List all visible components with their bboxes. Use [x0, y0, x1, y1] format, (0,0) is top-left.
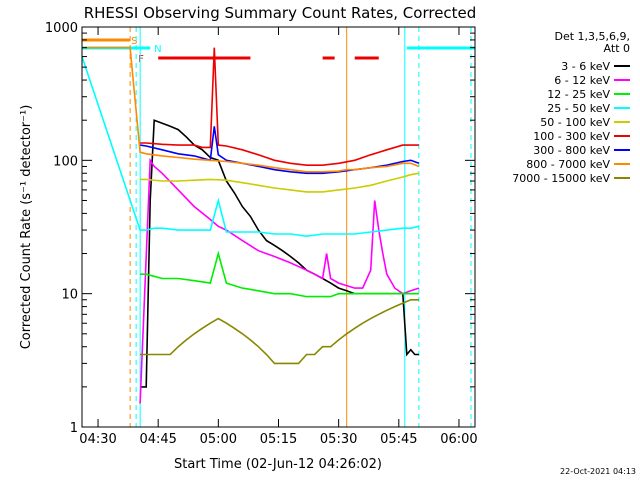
x-axis-label: Start Time (02-Jun-12 04:26:02)	[174, 457, 382, 472]
y-axis-label: Corrected Count Rate (s⁻¹ detector⁻¹)	[19, 105, 34, 350]
x-tick-label-1: 04:45	[139, 432, 176, 447]
y-tick-label-3: 1000	[45, 21, 78, 36]
legend-label-0: 3 - 6 keV	[561, 60, 610, 73]
x-tick-label-6: 06:00	[440, 432, 477, 447]
series-line-100-300-kev	[140, 47, 419, 166]
legend-header-1: Att 0	[604, 42, 630, 55]
series-group	[81, 46, 420, 404]
x-tick-label-2: 05:00	[200, 432, 237, 447]
legend-label-4: 50 - 100 keV	[540, 116, 610, 129]
y-tick-label-2: 100	[53, 154, 78, 169]
y-axis: 1 10 100 1000	[45, 21, 475, 436]
legend-header-0: Det 1,3,5,6,9,	[554, 30, 630, 43]
y-tick-label-1: 10	[61, 288, 78, 303]
y-tick-label-0: 1	[70, 421, 78, 436]
series-line-12-25-kev	[140, 250, 419, 298]
legend-label-5: 100 - 300 keV	[533, 130, 610, 143]
x-tick-label-0: 04:30	[79, 432, 116, 447]
x-tick-label-4: 05:30	[320, 432, 357, 447]
series-line-6-12-kev	[139, 157, 420, 404]
legend-label-3: 25 - 50 keV	[547, 102, 610, 115]
flag-label-n: N	[154, 44, 161, 55]
x-tick-label-3: 05:15	[260, 432, 297, 447]
legend-label-8: 7000 - 15000 keV	[512, 172, 610, 185]
x-axis: 04:30 04:45 05:00 05:15 05:30 05:45 06:00	[79, 27, 478, 447]
legend-label-6: 300 - 800 keV	[533, 144, 610, 157]
series-line-800-7000-kev	[82, 46, 420, 173]
date-stamp: 22-Oct-2021 04:13	[560, 467, 636, 476]
flag-label-f: F	[138, 54, 144, 65]
legend-label-1: 6 - 12 keV	[554, 74, 610, 87]
series-line-50-100-kev	[140, 172, 420, 193]
series-line-25-50-kev	[81, 56, 420, 238]
legend-label-2: 12 - 25 keV	[547, 88, 610, 101]
x-tick-label-5: 05:45	[380, 432, 417, 447]
series-line-7000-15000-kev	[140, 299, 419, 365]
chart-title: RHESSI Observing Summary Count Rates, Co…	[84, 4, 477, 22]
flag-bars: S NF	[82, 36, 475, 65]
legend-label-7: 800 - 7000 keV	[526, 158, 610, 171]
flag-label-s: S	[131, 36, 137, 47]
